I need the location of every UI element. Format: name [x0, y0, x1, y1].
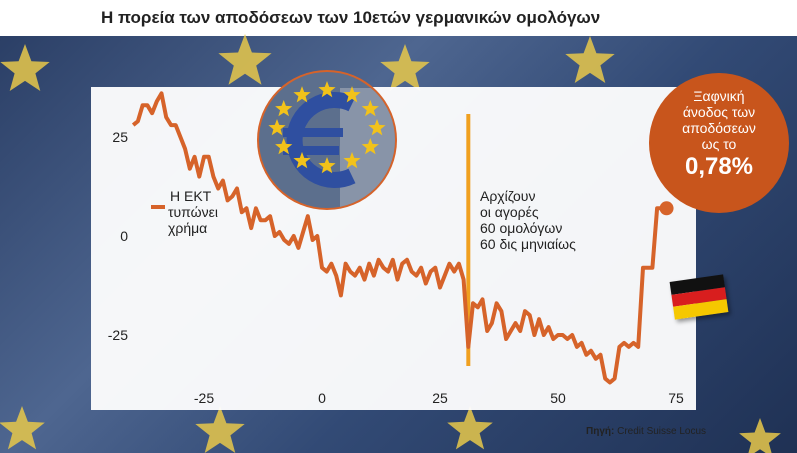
sculpture-star-icon	[275, 100, 293, 117]
annotation-qe-line3: 60 ομολόγων	[480, 220, 563, 236]
german-flag-icon	[669, 274, 729, 320]
title-bar: Η πορεία των αποδόσεων των 10ετών γερμαν…	[0, 0, 797, 37]
sculpture-star-icon	[293, 86, 311, 103]
annotation-ecb-line2: τυπώνει	[168, 204, 218, 220]
sculpture-star-icon	[343, 86, 361, 103]
legend-swatch	[151, 205, 165, 209]
x-tick-label: 0	[318, 390, 326, 406]
x-tick-label: -25	[194, 390, 214, 406]
background-star-icon	[0, 406, 45, 450]
euro-sculpture-icon	[257, 70, 397, 210]
axis-layer: -25 0 25 50 75 25 0 -25	[108, 129, 684, 406]
bubble-line2: άνοδος των	[682, 104, 756, 120]
sculpture-star-icon	[361, 138, 379, 155]
bubble-line4: ως το	[701, 136, 737, 152]
sculpture-star-icon	[275, 138, 293, 155]
y-tick-label: 0	[120, 228, 128, 244]
annotation-qe: Αρχίζουν οι αγορές 60 ομολόγων 60 δις μη…	[480, 188, 576, 252]
chart-title: Η πορεία των αποδόσεων των 10ετών γερμαν…	[101, 8, 601, 27]
annotation-ecb: Η ΕΚΤ τυπώνει χρήμα	[168, 188, 218, 236]
annotation-ecb-line3: χρήμα	[168, 220, 208, 236]
annotation-qe-line1: Αρχίζουν	[480, 188, 536, 204]
background-star-icon	[0, 44, 50, 91]
bubble-line1: Ξαφνική	[693, 88, 745, 104]
sculpture-star-icon	[293, 151, 311, 169]
background-star-icon	[380, 44, 430, 91]
sculpture-star-icon	[318, 157, 336, 174]
sculpture-star-icon	[343, 151, 361, 169]
source-note: Πηγή: Credit Suisse Locus	[586, 426, 706, 437]
value-bubble	[649, 73, 789, 213]
annotation-ecb-line1: Η ΕΚΤ	[170, 188, 212, 204]
background-star-icon	[218, 34, 272, 85]
y-tick-label: -25	[108, 327, 128, 343]
x-tick-label: 75	[668, 390, 684, 406]
annotation-qe-line4: 60 δις μηνιαίως	[480, 236, 576, 252]
bubble-text: Ξαφνική άνοδος των αποδόσεων ως το 0,78%	[652, 88, 786, 182]
source-text: Credit Suisse Locus	[617, 426, 707, 437]
background-star-icon	[195, 406, 245, 453]
y-tick-label: 25	[112, 129, 128, 145]
sculpture-star-icon	[318, 81, 336, 98]
x-tick-label: 50	[550, 390, 566, 406]
background-star-icon	[565, 36, 615, 83]
sculpture-star-icon	[368, 119, 386, 136]
bubble-value: 0,78%	[684, 153, 754, 180]
sculpture-star-icon	[268, 119, 286, 136]
annotation-qe-line2: οι αγορές	[480, 204, 539, 220]
source-label: Πηγή:	[586, 426, 615, 437]
background-star-icon	[739, 418, 781, 453]
series-end-point	[659, 201, 674, 216]
series-line-yield	[131, 91, 667, 385]
bubble-line3: αποδόσεων	[682, 120, 756, 136]
x-tick-label: 25	[432, 390, 448, 406]
background-stars	[0, 34, 781, 453]
sculpture-star-icon	[361, 100, 379, 117]
background-star-icon	[447, 406, 493, 450]
